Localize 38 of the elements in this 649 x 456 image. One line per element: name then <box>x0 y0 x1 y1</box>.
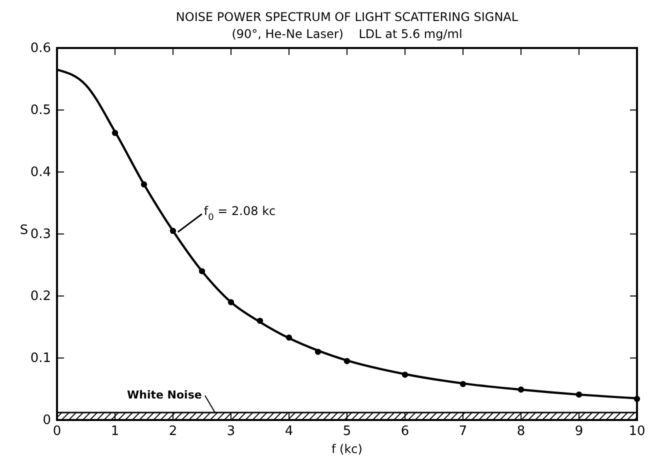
point <box>140 181 148 188</box>
point <box>518 386 524 393</box>
x-tick-label: 8 <box>516 424 526 440</box>
y-tick-label: 0.2 <box>30 289 51 304</box>
x-axis-title: f (kc) <box>332 442 362 456</box>
x-tick-label: 1 <box>110 424 120 440</box>
point <box>634 396 640 402</box>
x-tick-label: 6 <box>400 424 410 440</box>
point <box>344 358 350 364</box>
y-tick-label: 0.3 <box>30 227 51 242</box>
point <box>112 130 118 136</box>
y-tick-label: 0.6 <box>30 41 51 56</box>
y-axis-title: S <box>20 223 28 238</box>
y-tick-label: 0.1 <box>30 351 51 366</box>
y-tick-label: 0.5 <box>30 103 51 118</box>
x-tick-label: 2 <box>168 424 178 440</box>
point <box>576 391 582 398</box>
x-tick-label: 5 <box>342 424 352 440</box>
x-tick-label: 9 <box>574 424 584 440</box>
chart-subtitle: (90°, He-Ne Laser) LDL at 5.6 mg/ml <box>232 27 462 41</box>
band-label: White Noise <box>127 388 202 402</box>
point <box>198 268 206 274</box>
x-tick-label: 4 <box>284 424 294 440</box>
point <box>256 318 264 324</box>
y-tick-label: 0.4 <box>30 165 51 180</box>
point <box>170 228 176 234</box>
x-tick-label: 3 <box>226 424 236 440</box>
point <box>402 372 408 378</box>
x-tick-label: 0 <box>52 424 62 440</box>
point <box>228 299 234 306</box>
x-tick-label: 7 <box>458 424 468 440</box>
point <box>460 380 466 388</box>
point <box>286 334 292 341</box>
annotation: f$_{0}$ = 2.08 kc <box>204 204 276 223</box>
chart-title: NOISE POWER SPECTRUM OF LIGHT SCATTERING SIGNAL <box>176 10 518 24</box>
y-tick-label: 0 <box>42 413 51 428</box>
x-tick-label: 10 <box>628 424 646 440</box>
point <box>314 348 322 355</box>
